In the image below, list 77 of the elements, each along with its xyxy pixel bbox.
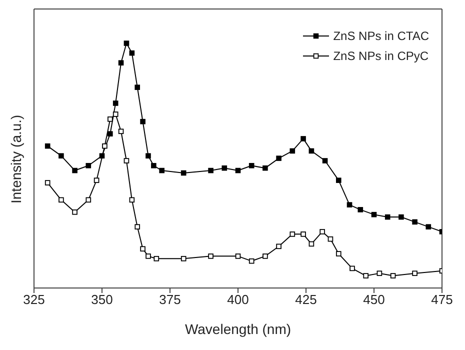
point	[86, 162, 92, 168]
x-axis-title: Wavelength (nm)	[184, 321, 292, 337]
point	[140, 246, 146, 252]
y-axis-title: Intensity (a.u.)	[8, 114, 24, 204]
point	[308, 241, 314, 247]
point	[129, 197, 135, 203]
point	[350, 266, 355, 272]
point	[44, 180, 50, 186]
point	[336, 251, 342, 256]
point	[151, 162, 156, 168]
point	[426, 224, 432, 230]
point	[322, 158, 328, 164]
point	[328, 236, 334, 242]
x-tick-label: 325	[23, 292, 45, 308]
point	[208, 254, 214, 259]
point	[235, 254, 241, 259]
legend-label: ZnS NPs in CTAC	[333, 28, 429, 45]
point	[146, 153, 151, 158]
point	[124, 158, 130, 164]
point	[72, 168, 78, 174]
x-tick-label: 375	[159, 292, 181, 308]
x-tick-label: 450	[363, 292, 385, 308]
point	[390, 273, 396, 278]
point	[262, 165, 268, 171]
legend-label: ZnS NPs in CPyC	[333, 48, 429, 65]
point	[371, 212, 377, 218]
point	[222, 165, 228, 171]
point	[398, 214, 404, 220]
x-tick-label: 425	[295, 292, 317, 308]
point	[86, 197, 92, 203]
point	[112, 100, 118, 106]
point	[124, 40, 130, 46]
point	[72, 209, 78, 215]
point	[118, 128, 124, 134]
point	[112, 112, 118, 117]
point	[154, 256, 160, 262]
point	[108, 131, 113, 136]
point	[248, 162, 254, 168]
point	[129, 50, 135, 56]
point	[376, 270, 382, 276]
point	[336, 178, 342, 183]
point	[140, 118, 146, 124]
point	[248, 258, 254, 264]
point	[134, 224, 140, 230]
point	[276, 244, 282, 250]
point	[58, 153, 64, 158]
point	[290, 148, 296, 154]
x-tick-label: 475	[431, 292, 453, 308]
point	[276, 156, 282, 161]
point	[180, 256, 186, 262]
point	[300, 136, 306, 142]
point	[235, 168, 241, 174]
point	[320, 229, 325, 234]
point	[262, 254, 268, 259]
point	[308, 148, 314, 154]
point	[94, 178, 100, 183]
point	[180, 170, 186, 176]
point	[363, 273, 368, 278]
point	[208, 168, 214, 174]
point	[58, 197, 64, 203]
point	[412, 270, 418, 276]
point	[102, 143, 108, 149]
point	[384, 214, 390, 220]
point	[108, 116, 113, 122]
point	[358, 207, 364, 212]
point	[159, 168, 164, 174]
point	[300, 232, 306, 237]
point	[44, 143, 50, 149]
point	[412, 219, 418, 225]
point	[118, 60, 124, 66]
point	[134, 84, 140, 90]
point	[290, 232, 296, 237]
x-tick-label: 350	[91, 292, 113, 308]
x-tick-label: 400	[227, 292, 249, 308]
point	[99, 153, 105, 158]
point	[146, 254, 151, 259]
point	[346, 202, 352, 208]
